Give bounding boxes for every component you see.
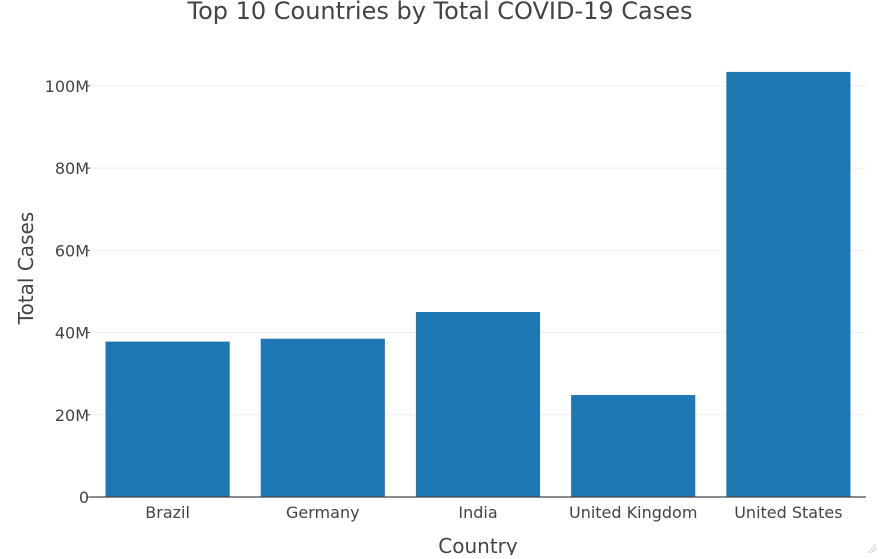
chart-title: Top 10 Countries by Total COVID-19 Cases (186, 0, 692, 25)
bars (105, 71, 851, 498)
y-tick-label: 40M (55, 324, 89, 343)
y-tick-label: 0 (79, 488, 89, 507)
x-axis-title: Country (438, 534, 518, 555)
y-tick-label: 80M (55, 159, 89, 178)
y-axis-title: Total Cases (14, 212, 38, 325)
x-tick-label: India (458, 503, 497, 522)
x-tick-label: United States (734, 503, 842, 522)
y-tick-label: 20M (55, 406, 89, 425)
bar-united-kingdom (571, 395, 696, 497)
y-tick-labels: 0 20M 40M 60M 80M 100M (45, 77, 90, 507)
bar-india (415, 312, 541, 497)
x-tick-label: Germany (286, 503, 360, 522)
bar-brazil (105, 341, 230, 497)
y-tick-label: 60M (55, 241, 89, 260)
bar-united-states (726, 71, 851, 498)
x-tick-labels: Brazil Germany India United Kingdom United S… (145, 503, 842, 522)
y-tick-label: 100M (45, 77, 89, 96)
resize-handle-icon[interactable] (866, 543, 876, 553)
x-tick-label: Brazil (145, 503, 190, 522)
x-tick-label: United Kingdom (569, 503, 697, 522)
bar-germany (260, 338, 385, 497)
